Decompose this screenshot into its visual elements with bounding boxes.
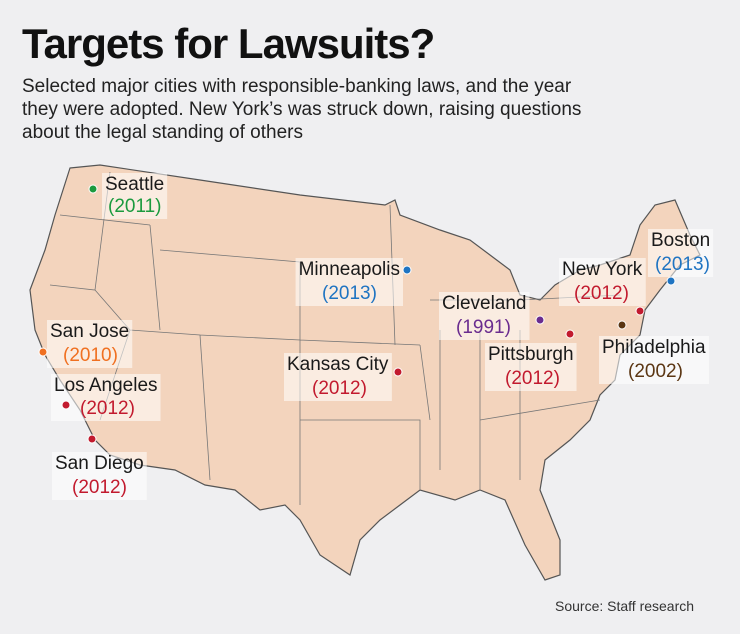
subtitle: Selected major cities with responsible-b… — [22, 76, 572, 97]
city-marker: San Jose (2010) — [38, 320, 133, 368]
city-year: (2012) — [312, 378, 367, 399]
city-name: Los Angeles — [54, 375, 158, 396]
city-name: Seattle — [105, 174, 164, 195]
city-marker: San Diego (2012) — [52, 434, 147, 500]
city-year: (2012) — [574, 283, 629, 304]
city-dot — [635, 306, 645, 316]
label-box — [485, 343, 577, 391]
city-year: (2013) — [322, 283, 377, 304]
city-dot — [565, 329, 575, 339]
label-box — [102, 173, 168, 219]
city-name: Cleveland — [442, 293, 527, 314]
city-marker: Kansas City (2012) — [284, 353, 403, 401]
city-name: New York — [562, 259, 643, 280]
city-marker: Cleveland (1991) — [439, 292, 545, 340]
city-name: Boston — [651, 230, 710, 251]
city-marker: New York (2012) — [559, 258, 646, 316]
city-dot — [666, 276, 676, 286]
city-dot — [88, 184, 98, 194]
city-year: (2002) — [628, 361, 683, 382]
city-dot — [393, 367, 403, 377]
label-box — [284, 353, 392, 401]
city-year: (1991) — [456, 317, 511, 338]
city-dot — [61, 400, 71, 410]
city-marker: Pittsburgh (2012) — [485, 329, 577, 391]
city-name: San Diego — [55, 453, 144, 474]
city-year: (2011) — [108, 196, 162, 217]
label-box — [439, 292, 530, 340]
label-box — [295, 258, 403, 306]
city-year: (2012) — [505, 368, 560, 389]
label-box — [51, 374, 161, 421]
label-box — [52, 452, 147, 500]
city-marker: Boston (2013) — [648, 229, 714, 286]
city-name: San Jose — [50, 321, 129, 342]
label-box — [599, 336, 709, 384]
city-year: (2012) — [72, 477, 127, 498]
city-marker: Seattle(2011) — [88, 173, 168, 219]
label-box — [47, 320, 133, 368]
city-marker: Philadelphia (2002) — [599, 320, 709, 384]
city-name: Minneapolis — [299, 259, 400, 280]
city-name: Kansas City — [287, 354, 389, 375]
city-dot — [402, 265, 412, 275]
label-box — [648, 229, 714, 277]
source: Source: Staff research — [555, 598, 694, 614]
city-year: (2010) — [63, 345, 118, 366]
city-year: (2013) — [655, 254, 710, 275]
city-year: (2012) — [80, 398, 135, 419]
city-marker: Minneapolis (2013) — [295, 258, 412, 306]
city-dot — [87, 434, 97, 444]
city-dot — [38, 347, 48, 357]
title: Targets for Lawsuits? — [22, 20, 434, 67]
subtitle: they were adopted. New York’s was struck… — [22, 99, 581, 120]
label-box — [559, 258, 646, 306]
city-name: Pittsburgh — [488, 344, 574, 365]
city-marker: Los Angeles(2012) — [51, 374, 161, 421]
city-name: Philadelphia — [602, 337, 706, 358]
subtitle: about the legal standing of others — [22, 122, 303, 143]
city-dot — [535, 315, 545, 325]
city-dot — [617, 320, 627, 330]
